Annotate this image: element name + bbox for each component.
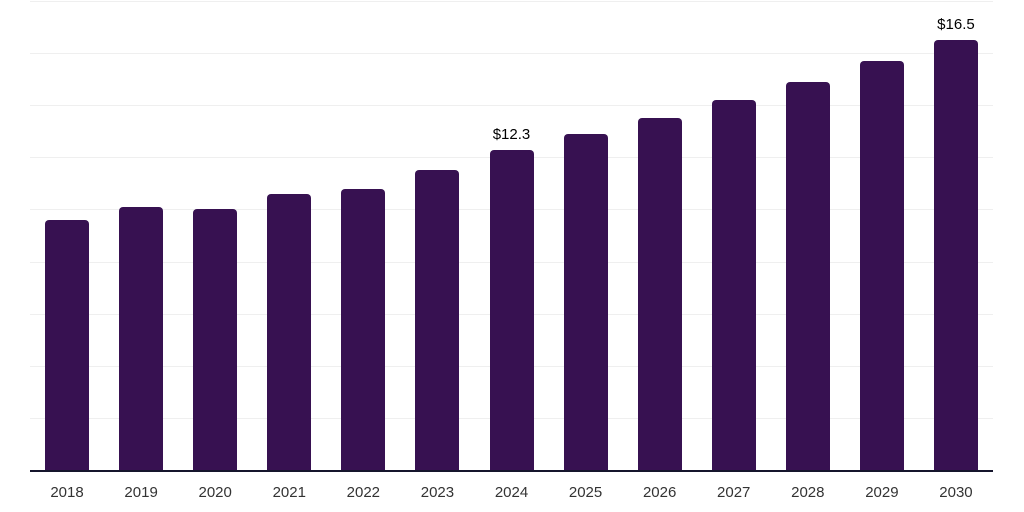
x-tick-label-2020: 2020 (198, 484, 232, 501)
bar-2026[interactable] (637, 118, 682, 470)
x-tick-label-2030: 2030 (939, 484, 973, 501)
bar-2030[interactable] (933, 40, 978, 470)
data-label-2030: $16.5 (937, 16, 975, 34)
bar-2024[interactable] (489, 149, 534, 470)
gridline-y-14 (30, 105, 993, 107)
x-tick-label-2018: 2018 (50, 484, 84, 501)
bar-2021[interactable] (267, 193, 312, 470)
x-tick-label-2027: 2027 (717, 484, 751, 501)
x-tick-label-2029: 2029 (865, 484, 899, 501)
x-tick-label-2026: 2026 (642, 484, 677, 501)
bar-2025[interactable] (563, 133, 608, 470)
bar-2027[interactable] (711, 100, 756, 470)
x-tick-label-2024: 2024 (494, 484, 529, 501)
x-tick-label-2019: 2019 (124, 484, 158, 501)
data-label-2024: $12.3 (492, 125, 531, 143)
x-tick-label-2022: 2022 (346, 484, 381, 501)
bar-2018[interactable] (45, 219, 90, 470)
x-tick-label-2025: 2025 (568, 484, 603, 501)
gridline-y-18 (30, 1, 993, 2)
bar-2019[interactable] (119, 206, 164, 470)
bar-2029[interactable] (859, 60, 904, 470)
bar-2023[interactable] (415, 170, 460, 470)
x-tick-label-2023: 2023 (420, 484, 455, 501)
bar-2028[interactable] (785, 81, 830, 470)
x-axis-line (30, 470, 993, 472)
bar-2020[interactable] (193, 209, 238, 470)
bar-2022[interactable] (341, 188, 386, 470)
x-tick-label-2028: 2028 (791, 484, 825, 501)
x-tick-label-2021: 2021 (272, 484, 306, 501)
gridline-y-16 (30, 53, 993, 55)
